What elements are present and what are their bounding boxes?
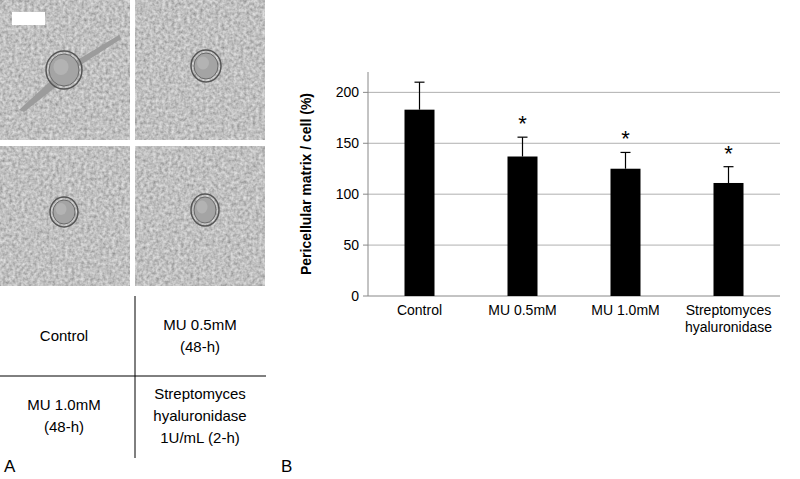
tick-label: 50 bbox=[343, 237, 359, 253]
category-label-line: hyaluronidase bbox=[685, 319, 772, 335]
error-bar bbox=[415, 82, 425, 109]
cell bbox=[49, 54, 79, 86]
grid-divider bbox=[0, 376, 266, 377]
cell-nucleus bbox=[197, 57, 209, 70]
error-cap bbox=[724, 166, 734, 167]
category-label: MU 0.5mM bbox=[488, 302, 556, 318]
error-stem bbox=[419, 82, 420, 109]
significance-mark: * bbox=[518, 111, 527, 136]
panel-label: B bbox=[281, 457, 292, 476]
bars bbox=[405, 82, 744, 296]
bar bbox=[611, 169, 641, 296]
micrograph bbox=[0, 146, 130, 286]
figure: Control MU 0.5mM (48-h) MU 1.0mM (48-h) Strep… bbox=[0, 0, 800, 479]
category-label-line: Streptomyces bbox=[686, 302, 772, 318]
cell-nucleus bbox=[197, 201, 208, 214]
error-bar bbox=[621, 152, 631, 168]
tick-label: 0 bbox=[351, 288, 359, 304]
cell-halo bbox=[191, 50, 221, 82]
cell-nucleus bbox=[56, 203, 67, 215]
error-bar bbox=[724, 167, 734, 183]
bar bbox=[405, 110, 435, 296]
cell bbox=[194, 53, 218, 79]
micrograph-texture bbox=[0, 146, 130, 286]
error-cap bbox=[518, 137, 528, 138]
cell-halo bbox=[191, 194, 219, 226]
cell-nucleus bbox=[54, 59, 69, 75]
tick-mark bbox=[363, 92, 368, 93]
panel-label: A bbox=[4, 457, 16, 476]
micrograph-texture bbox=[135, 146, 265, 286]
bar bbox=[714, 183, 744, 296]
error-cap bbox=[621, 152, 631, 153]
category-label: Streptomyceshyaluronidase bbox=[685, 302, 772, 335]
condition-label: Control bbox=[40, 327, 88, 344]
error-stem bbox=[728, 167, 729, 183]
micrograph-texture bbox=[0, 0, 130, 140]
condition-label: (48-h) bbox=[180, 338, 220, 355]
cell bbox=[53, 200, 75, 224]
category-label: Control bbox=[397, 302, 442, 318]
error-stem bbox=[522, 137, 523, 156]
category-label: MU 1.0mM bbox=[591, 302, 659, 318]
bar bbox=[508, 157, 538, 296]
category-label-line: MU 0.5mM bbox=[488, 302, 556, 318]
significance-mark: * bbox=[621, 126, 630, 151]
condition-label: MU 1.0mM bbox=[27, 396, 100, 413]
tick-label: 200 bbox=[336, 84, 360, 100]
y-axis-title: Pericellular matrix / cell (%) bbox=[298, 93, 314, 275]
micrograph-bg bbox=[135, 0, 265, 140]
condition-label: 1U/mL (2-h) bbox=[160, 429, 239, 446]
tick-mark bbox=[363, 296, 368, 297]
condition-label: hyaluronidase bbox=[153, 407, 246, 424]
micrograph-bg bbox=[0, 146, 130, 286]
tick-mark bbox=[363, 245, 368, 246]
tick-label: 100 bbox=[336, 186, 360, 202]
cell-halo bbox=[46, 51, 82, 89]
tick-mark bbox=[363, 143, 368, 144]
condition-label: (48-h) bbox=[44, 418, 84, 435]
tick-mark bbox=[363, 194, 368, 195]
tick-label: 150 bbox=[336, 135, 360, 151]
cell-halo bbox=[50, 197, 78, 227]
category-label-line: MU 1.0mM bbox=[591, 302, 659, 318]
cell bbox=[194, 197, 216, 223]
grid-divider bbox=[135, 296, 136, 458]
y-axis bbox=[368, 72, 369, 296]
scale-bar bbox=[12, 12, 45, 25]
error-cap bbox=[415, 82, 425, 83]
error-bar bbox=[518, 137, 528, 156]
micrograph bbox=[135, 0, 265, 140]
bar-chart: 0 50 100 150 200 * * * Control MU 0.5mM MU 1.0mM St… bbox=[298, 72, 780, 335]
micrograph-texture bbox=[135, 0, 265, 140]
category-label-line: Control bbox=[397, 302, 442, 318]
grid-line bbox=[368, 92, 780, 93]
micrograph-bg bbox=[0, 0, 130, 140]
micrograph bbox=[0, 0, 130, 140]
micrograph bbox=[135, 146, 265, 286]
error-stem bbox=[625, 152, 626, 168]
condition-label: MU 0.5mM bbox=[163, 316, 236, 333]
significance-mark: * bbox=[724, 141, 733, 166]
micrograph-bg bbox=[135, 146, 265, 286]
condition-label: Streptomyces bbox=[154, 385, 246, 402]
